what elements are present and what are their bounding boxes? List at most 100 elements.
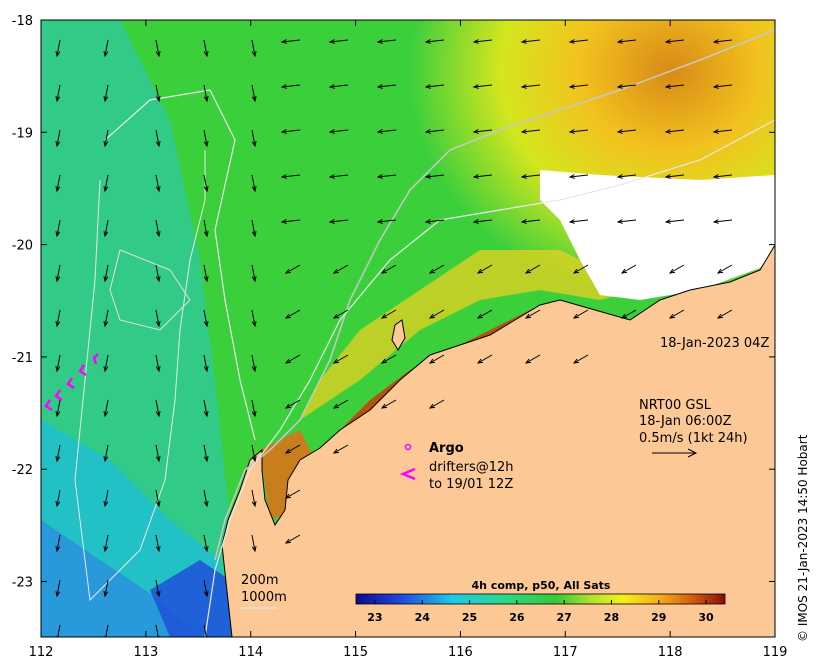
current-vector xyxy=(381,309,397,319)
current-vector-head xyxy=(572,268,580,274)
current-vector xyxy=(104,534,109,552)
colorbar-title: 4h comp, p50, All Sats xyxy=(472,579,611,592)
current-vector xyxy=(573,354,589,364)
current-vector-head xyxy=(55,231,61,238)
current-vector xyxy=(429,309,445,319)
current-vector-head xyxy=(203,186,209,193)
current-vector xyxy=(56,264,61,282)
drifter-legend-icon xyxy=(399,467,416,481)
current-vector-head xyxy=(428,268,436,274)
current-vector-head xyxy=(668,313,676,319)
current-vector-head xyxy=(568,39,575,44)
current-vector-head xyxy=(616,84,623,89)
current-vector-head xyxy=(251,186,257,193)
current-vector-head xyxy=(103,141,109,148)
current-vector xyxy=(569,174,589,178)
current-vector xyxy=(285,264,301,274)
current-vector-head xyxy=(376,84,383,89)
current-vector xyxy=(203,534,208,552)
current-vector xyxy=(617,39,637,43)
current-vector xyxy=(377,129,397,133)
current-vector xyxy=(717,309,733,319)
current-vector xyxy=(104,399,109,417)
current-vector xyxy=(155,309,160,327)
current-vector xyxy=(333,264,349,274)
current-vector xyxy=(251,129,256,147)
current-vector-head xyxy=(251,501,257,508)
current-vector xyxy=(329,219,349,223)
current-vector xyxy=(203,399,208,417)
current-vector-head xyxy=(203,51,209,58)
current-vector xyxy=(281,39,301,43)
drifters-label-line1: drifters@12h xyxy=(429,460,514,475)
current-vector-head xyxy=(712,39,719,44)
current-vector xyxy=(381,354,397,364)
current-vector xyxy=(665,219,685,223)
current-vector-head xyxy=(616,219,623,224)
current-vector-head xyxy=(251,411,257,418)
current-vector-head xyxy=(328,84,335,89)
current-vector xyxy=(477,354,493,364)
land-mass xyxy=(221,244,775,637)
current-vector xyxy=(573,264,589,274)
current-vector xyxy=(56,39,61,57)
isobath-contour-inner xyxy=(109,249,191,331)
current-legend-line3: 0.5m/s (1kt 24h) xyxy=(639,431,748,446)
current-vector-head xyxy=(376,219,383,224)
current-vector xyxy=(377,174,397,178)
current-vector-head xyxy=(155,411,161,418)
current-vector-head xyxy=(203,456,209,463)
current-vector-head xyxy=(103,546,109,553)
colorbar-tick-label: 24 xyxy=(415,611,431,624)
current-vector-head xyxy=(155,456,161,463)
current-vector xyxy=(477,309,493,319)
current-vector xyxy=(155,444,160,462)
latitude-axis: -18 -19 -20 -21 -22 -23 xyxy=(12,14,775,591)
current-vector xyxy=(285,309,301,319)
current-vector xyxy=(155,354,160,372)
current-vector xyxy=(155,624,159,637)
current-vector-head xyxy=(664,39,671,44)
current-vector xyxy=(104,39,109,57)
current-vector-head xyxy=(616,129,623,134)
current-vector-head xyxy=(280,174,287,179)
current-vector xyxy=(621,309,637,319)
current-vector xyxy=(155,39,160,57)
current-vector xyxy=(425,219,445,223)
current-vector-head xyxy=(155,276,161,283)
current-vector-head xyxy=(103,456,109,463)
current-vector xyxy=(203,219,208,237)
current-vector-head xyxy=(332,313,340,319)
current-vector xyxy=(429,399,445,409)
current-vector xyxy=(104,444,109,462)
current-vector-head xyxy=(376,129,383,134)
current-vector xyxy=(569,39,589,43)
current-vector xyxy=(251,354,256,372)
current-vector-head xyxy=(251,546,257,553)
current-vector-head xyxy=(424,39,431,44)
argo-label: Argo xyxy=(429,441,464,456)
current-vector xyxy=(104,84,109,102)
current-vector xyxy=(473,129,493,133)
current-vector-head xyxy=(155,591,161,598)
current-vector-head xyxy=(472,129,479,134)
current-vector xyxy=(251,264,256,282)
current-vector xyxy=(203,354,208,372)
current-vector xyxy=(203,84,208,102)
current-vector-head xyxy=(472,219,479,224)
current-vector-head xyxy=(568,219,575,224)
current-vector xyxy=(155,579,160,597)
current-vector-head xyxy=(55,276,61,283)
current-legend-arrow xyxy=(652,448,698,458)
current-vector-head xyxy=(55,591,61,598)
current-vector xyxy=(203,129,208,147)
current-vector xyxy=(56,444,61,462)
current-vector-head xyxy=(668,268,676,274)
current-vector xyxy=(203,489,208,507)
current-vector-head xyxy=(332,358,340,364)
warm-band-coast xyxy=(300,250,640,420)
isobath-200m xyxy=(214,29,775,561)
lat-tick-label: -19 xyxy=(12,126,33,141)
current-vector xyxy=(281,219,301,223)
current-vector xyxy=(56,309,61,327)
